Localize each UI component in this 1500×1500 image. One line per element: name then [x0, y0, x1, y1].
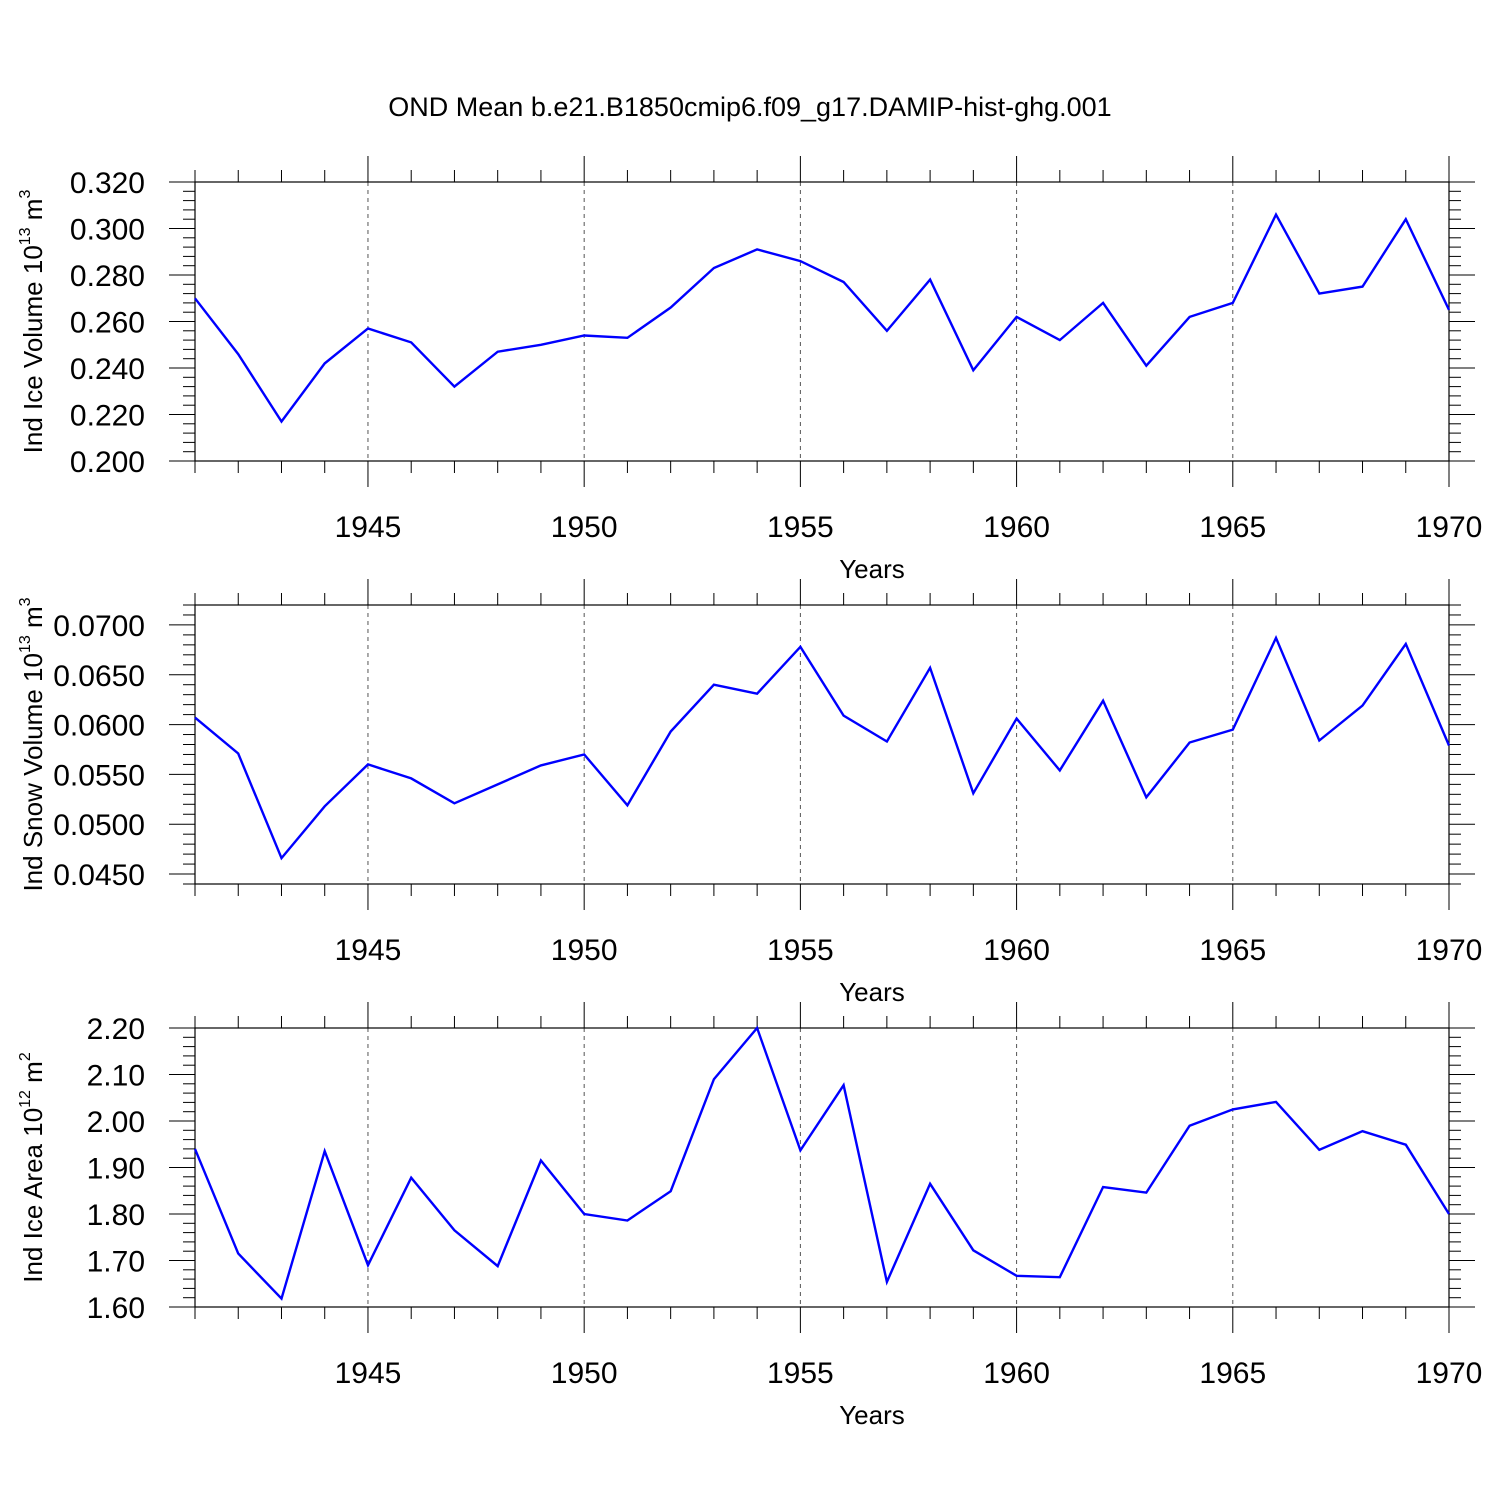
ice-volume-plot-frame	[194, 181, 1450, 462]
snow-volume-y-axis-label: Ind Snow Volume 1013 m3	[17, 597, 48, 891]
ice-volume-y-tick-label: 0.260	[70, 307, 145, 340]
ice-volume-y-tick-label: 0.200	[70, 446, 145, 479]
ice-area-x-tick-label: 1970	[1416, 1357, 1483, 1390]
ice-volume-x-tick-label: 1970	[1416, 511, 1483, 544]
ice-volume-series-line	[194, 211, 1451, 424]
snow-volume-y-tick-label: 0.0450	[53, 859, 145, 892]
ice-area-x-axis-label: Years	[839, 1400, 905, 1430]
snow-volume-x-tick-label: 1955	[767, 934, 834, 967]
ice-volume-y-axis-label: Ind Ice Volume 1013 m3	[17, 190, 48, 454]
page-title: OND Mean b.e21.B1850cmip6.f09_g17.DAMIP-…	[388, 92, 1112, 122]
ice-area-x-tick-label: 1965	[1199, 1357, 1266, 1390]
ice-volume-y-tick-label: 0.280	[70, 260, 145, 293]
ice-area-y-tick-label: 1.80	[87, 1199, 145, 1232]
ice-area-x-tick-label: 1950	[551, 1357, 618, 1390]
ice-area-y-tick-label: 2.00	[87, 1106, 145, 1139]
snow-volume-y-tick-label: 0.0700	[53, 610, 145, 643]
ice-area-y-tick-label: 2.20	[87, 1013, 145, 1046]
snow-volume-x-axis-label: Years	[839, 977, 905, 1007]
ice-area-y-tick-label: 1.60	[87, 1292, 145, 1325]
ice-area-series-line	[193, 1025, 1451, 1301]
ice-area-x-tick-label: 1945	[335, 1357, 402, 1390]
ice-area-y-tick-label: 1.70	[87, 1246, 145, 1279]
ice-volume-x-tick-label: 1960	[983, 511, 1050, 544]
ice-area-panel: 1.60 1.70 1.80 1.90 2.00 2.10 2.20 1945 1950 1955…	[17, 1002, 1482, 1430]
ice-volume-panel: 0.200 0.220 0.240 0.260 0.280 0.300 0.320 1945 1…	[17, 156, 1482, 584]
snow-volume-x-tick-label: 1945	[335, 934, 402, 967]
snow-volume-y-tick-label: 0.0650	[53, 660, 145, 693]
ice-volume-x-tick-label: 1950	[551, 511, 618, 544]
snow-volume-x-tick-label: 1960	[983, 934, 1050, 967]
snow-volume-y-tick-label: 0.0550	[53, 759, 145, 792]
ice-area-y-tick-label: 1.90	[87, 1153, 145, 1186]
ice-volume-x-tick-label: 1945	[335, 511, 402, 544]
ice-area-y-axis-label: Ind Ice Area 1012 m2	[17, 1052, 48, 1283]
snow-volume-series-line	[194, 634, 1451, 861]
ice-area-x-tick-label: 1955	[767, 1357, 834, 1390]
ice-volume-y-tick-label: 0.220	[70, 400, 145, 433]
ice-volume-y-tick-label: 0.300	[70, 214, 145, 247]
snow-volume-y-tick-label: 0.0500	[53, 809, 145, 842]
snow-volume-plot-frame	[194, 604, 1450, 885]
snow-volume-x-tick-label: 1965	[1199, 934, 1266, 967]
snow-volume-x-tick-label: 1950	[551, 934, 618, 967]
snow-volume-y-tick-label: 0.0600	[53, 710, 145, 743]
snow-volume-panel: 0.0450 0.0500 0.0550 0.0600 0.0650 0.0700 1945…	[17, 579, 1482, 1007]
ice-volume-y-tick-label: 0.320	[70, 167, 145, 200]
ice-volume-x-tick-label: 1955	[767, 511, 834, 544]
snow-volume-x-tick-label: 1970	[1416, 934, 1483, 967]
ice-volume-x-tick-label: 1965	[1199, 511, 1266, 544]
ice-area-plot-frame	[194, 1027, 1450, 1308]
ice-area-y-tick-label: 2.10	[87, 1060, 145, 1093]
ice-area-x-tick-label: 1960	[983, 1357, 1050, 1390]
ice-volume-y-tick-label: 0.240	[70, 353, 145, 386]
ice-volume-x-axis-label: Years	[839, 554, 905, 584]
